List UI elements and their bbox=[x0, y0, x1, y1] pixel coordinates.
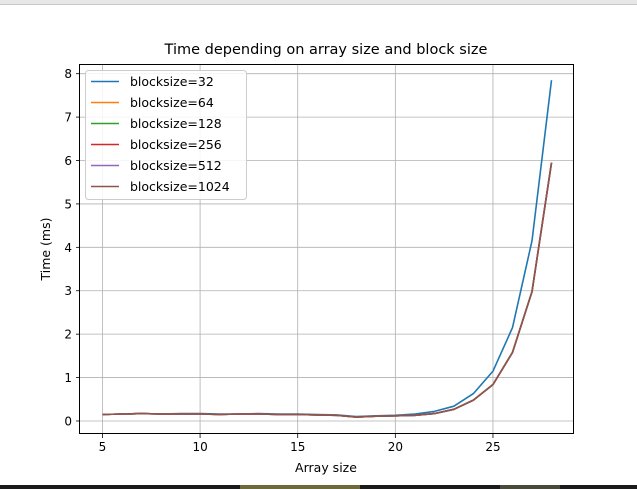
legend-label: blocksize=256 bbox=[130, 137, 222, 152]
legend-label: blocksize=64 bbox=[130, 95, 214, 110]
x-tick-label: 10 bbox=[192, 440, 207, 454]
y-tick-label: 6 bbox=[64, 154, 72, 168]
taskbar-strip bbox=[240, 485, 360, 489]
legend-box bbox=[85, 70, 247, 200]
legend-label: blocksize=32 bbox=[130, 74, 214, 89]
chart-title: Time depending on array size and block s… bbox=[164, 42, 488, 58]
y-tick-label: 1 bbox=[64, 371, 72, 385]
gridlines bbox=[80, 65, 574, 434]
series-lines bbox=[102, 80, 553, 418]
x-tick-label: 25 bbox=[485, 440, 500, 454]
legend: blocksize=32 blocksize=64 blocksize=128 blo… bbox=[85, 70, 247, 200]
window-top-edge bbox=[0, 0, 637, 5]
y-tick-label: 3 bbox=[64, 284, 72, 298]
y-tick-label: 8 bbox=[64, 67, 72, 81]
y-axis-ticks: 0 1 2 3 4 5 6 7 8 bbox=[64, 67, 80, 428]
x-tick-label: 5 bbox=[99, 440, 107, 454]
x-tick-label: 15 bbox=[290, 440, 305, 454]
y-tick-label: 5 bbox=[64, 197, 72, 211]
legend-label: blocksize=1024 bbox=[130, 179, 230, 194]
x-axis-label: Array size bbox=[295, 460, 357, 475]
plot-frame bbox=[79, 64, 574, 434]
y-tick-label: 2 bbox=[64, 328, 72, 342]
legend-label: blocksize=512 bbox=[130, 158, 222, 173]
legend-label: blocksize=128 bbox=[130, 116, 222, 131]
y-axis-label: Time (ms) bbox=[38, 217, 53, 281]
y-tick-label: 7 bbox=[64, 111, 72, 125]
y-tick-label: 0 bbox=[64, 414, 72, 428]
series-line-blocksize-1024 bbox=[102, 162, 553, 418]
y-tick-label: 4 bbox=[64, 241, 72, 255]
x-axis-ticks: 5 10 15 20 25 bbox=[99, 434, 501, 454]
window-bottom-edge bbox=[0, 485, 637, 489]
taskbar-strip bbox=[500, 485, 560, 489]
x-tick-label: 20 bbox=[388, 440, 403, 454]
